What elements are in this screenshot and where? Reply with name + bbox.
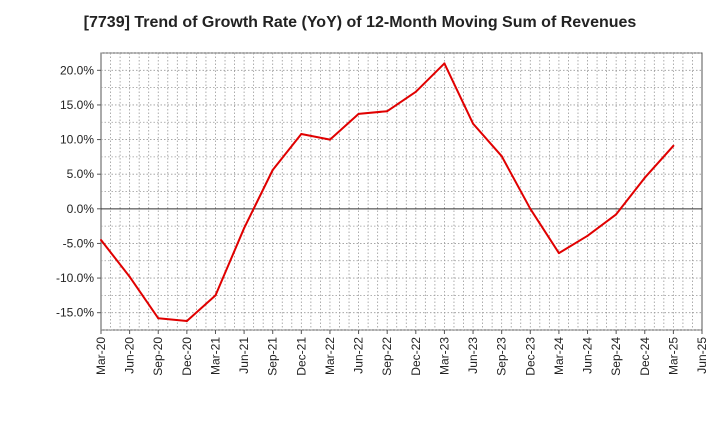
x-tick-label: Dec-24 <box>638 337 652 376</box>
y-tick-label: 15.0% <box>60 98 94 112</box>
data-point <box>128 275 131 278</box>
x-tick-label: Mar-20 <box>94 337 108 375</box>
x-tick-label: Mar-25 <box>666 337 680 375</box>
data-point <box>643 176 646 179</box>
y-tick-label: 10.0% <box>60 133 94 147</box>
x-tick-label: Sep-24 <box>609 337 623 376</box>
data-point <box>300 133 303 136</box>
y-tick-label: -5.0% <box>63 236 95 250</box>
y-tick-label: -15.0% <box>56 306 94 320</box>
data-point <box>500 155 503 158</box>
data-point <box>443 62 446 65</box>
data-point <box>185 319 188 322</box>
data-point <box>557 252 560 255</box>
data-point <box>157 317 160 320</box>
chart-title: [7739] Trend of Growth Rate (YoY) of 12-… <box>83 14 637 31</box>
y-tick-label: 0.0% <box>67 202 95 216</box>
x-tick-label: Jun-24 <box>581 337 595 374</box>
plot-area <box>100 52 703 331</box>
data-point <box>586 234 589 237</box>
data-point <box>214 294 217 297</box>
x-tick-label: Mar-21 <box>208 337 222 375</box>
data-point <box>472 122 475 125</box>
x-tick-label: Sep-22 <box>380 337 394 376</box>
x-tick-label: Jun-25 <box>695 337 709 374</box>
data-point <box>243 227 246 230</box>
data-point <box>529 207 532 210</box>
x-tick-label: Jun-20 <box>123 337 137 374</box>
x-tick-label: Jun-22 <box>352 337 366 374</box>
x-tick-label: Dec-21 <box>294 337 308 376</box>
y-tick-label: 5.0% <box>67 167 95 181</box>
x-tick-label: Sep-20 <box>151 337 165 376</box>
data-point <box>271 169 274 172</box>
data-point <box>615 213 618 216</box>
x-tick-label: Jun-21 <box>237 337 251 374</box>
x-tick-label: Jun-23 <box>466 337 480 374</box>
data-point <box>414 90 417 93</box>
data-point <box>386 110 389 113</box>
data-point <box>328 138 331 141</box>
y-tick-label: -10.0% <box>56 271 94 285</box>
x-tick-label: Sep-21 <box>266 337 280 376</box>
data-point <box>100 238 102 241</box>
y-tick-label: 20.0% <box>60 63 94 77</box>
x-tick-label: Sep-23 <box>495 337 509 376</box>
x-tick-label: Mar-24 <box>552 337 566 375</box>
x-tick-label: Dec-20 <box>180 337 194 376</box>
x-tick-label: Mar-22 <box>323 337 337 375</box>
x-tick-label: Mar-23 <box>437 337 451 375</box>
data-point <box>672 144 675 147</box>
x-tick-label: Dec-22 <box>409 337 423 376</box>
x-tick-label: Dec-23 <box>523 337 537 376</box>
data-point <box>357 112 360 115</box>
